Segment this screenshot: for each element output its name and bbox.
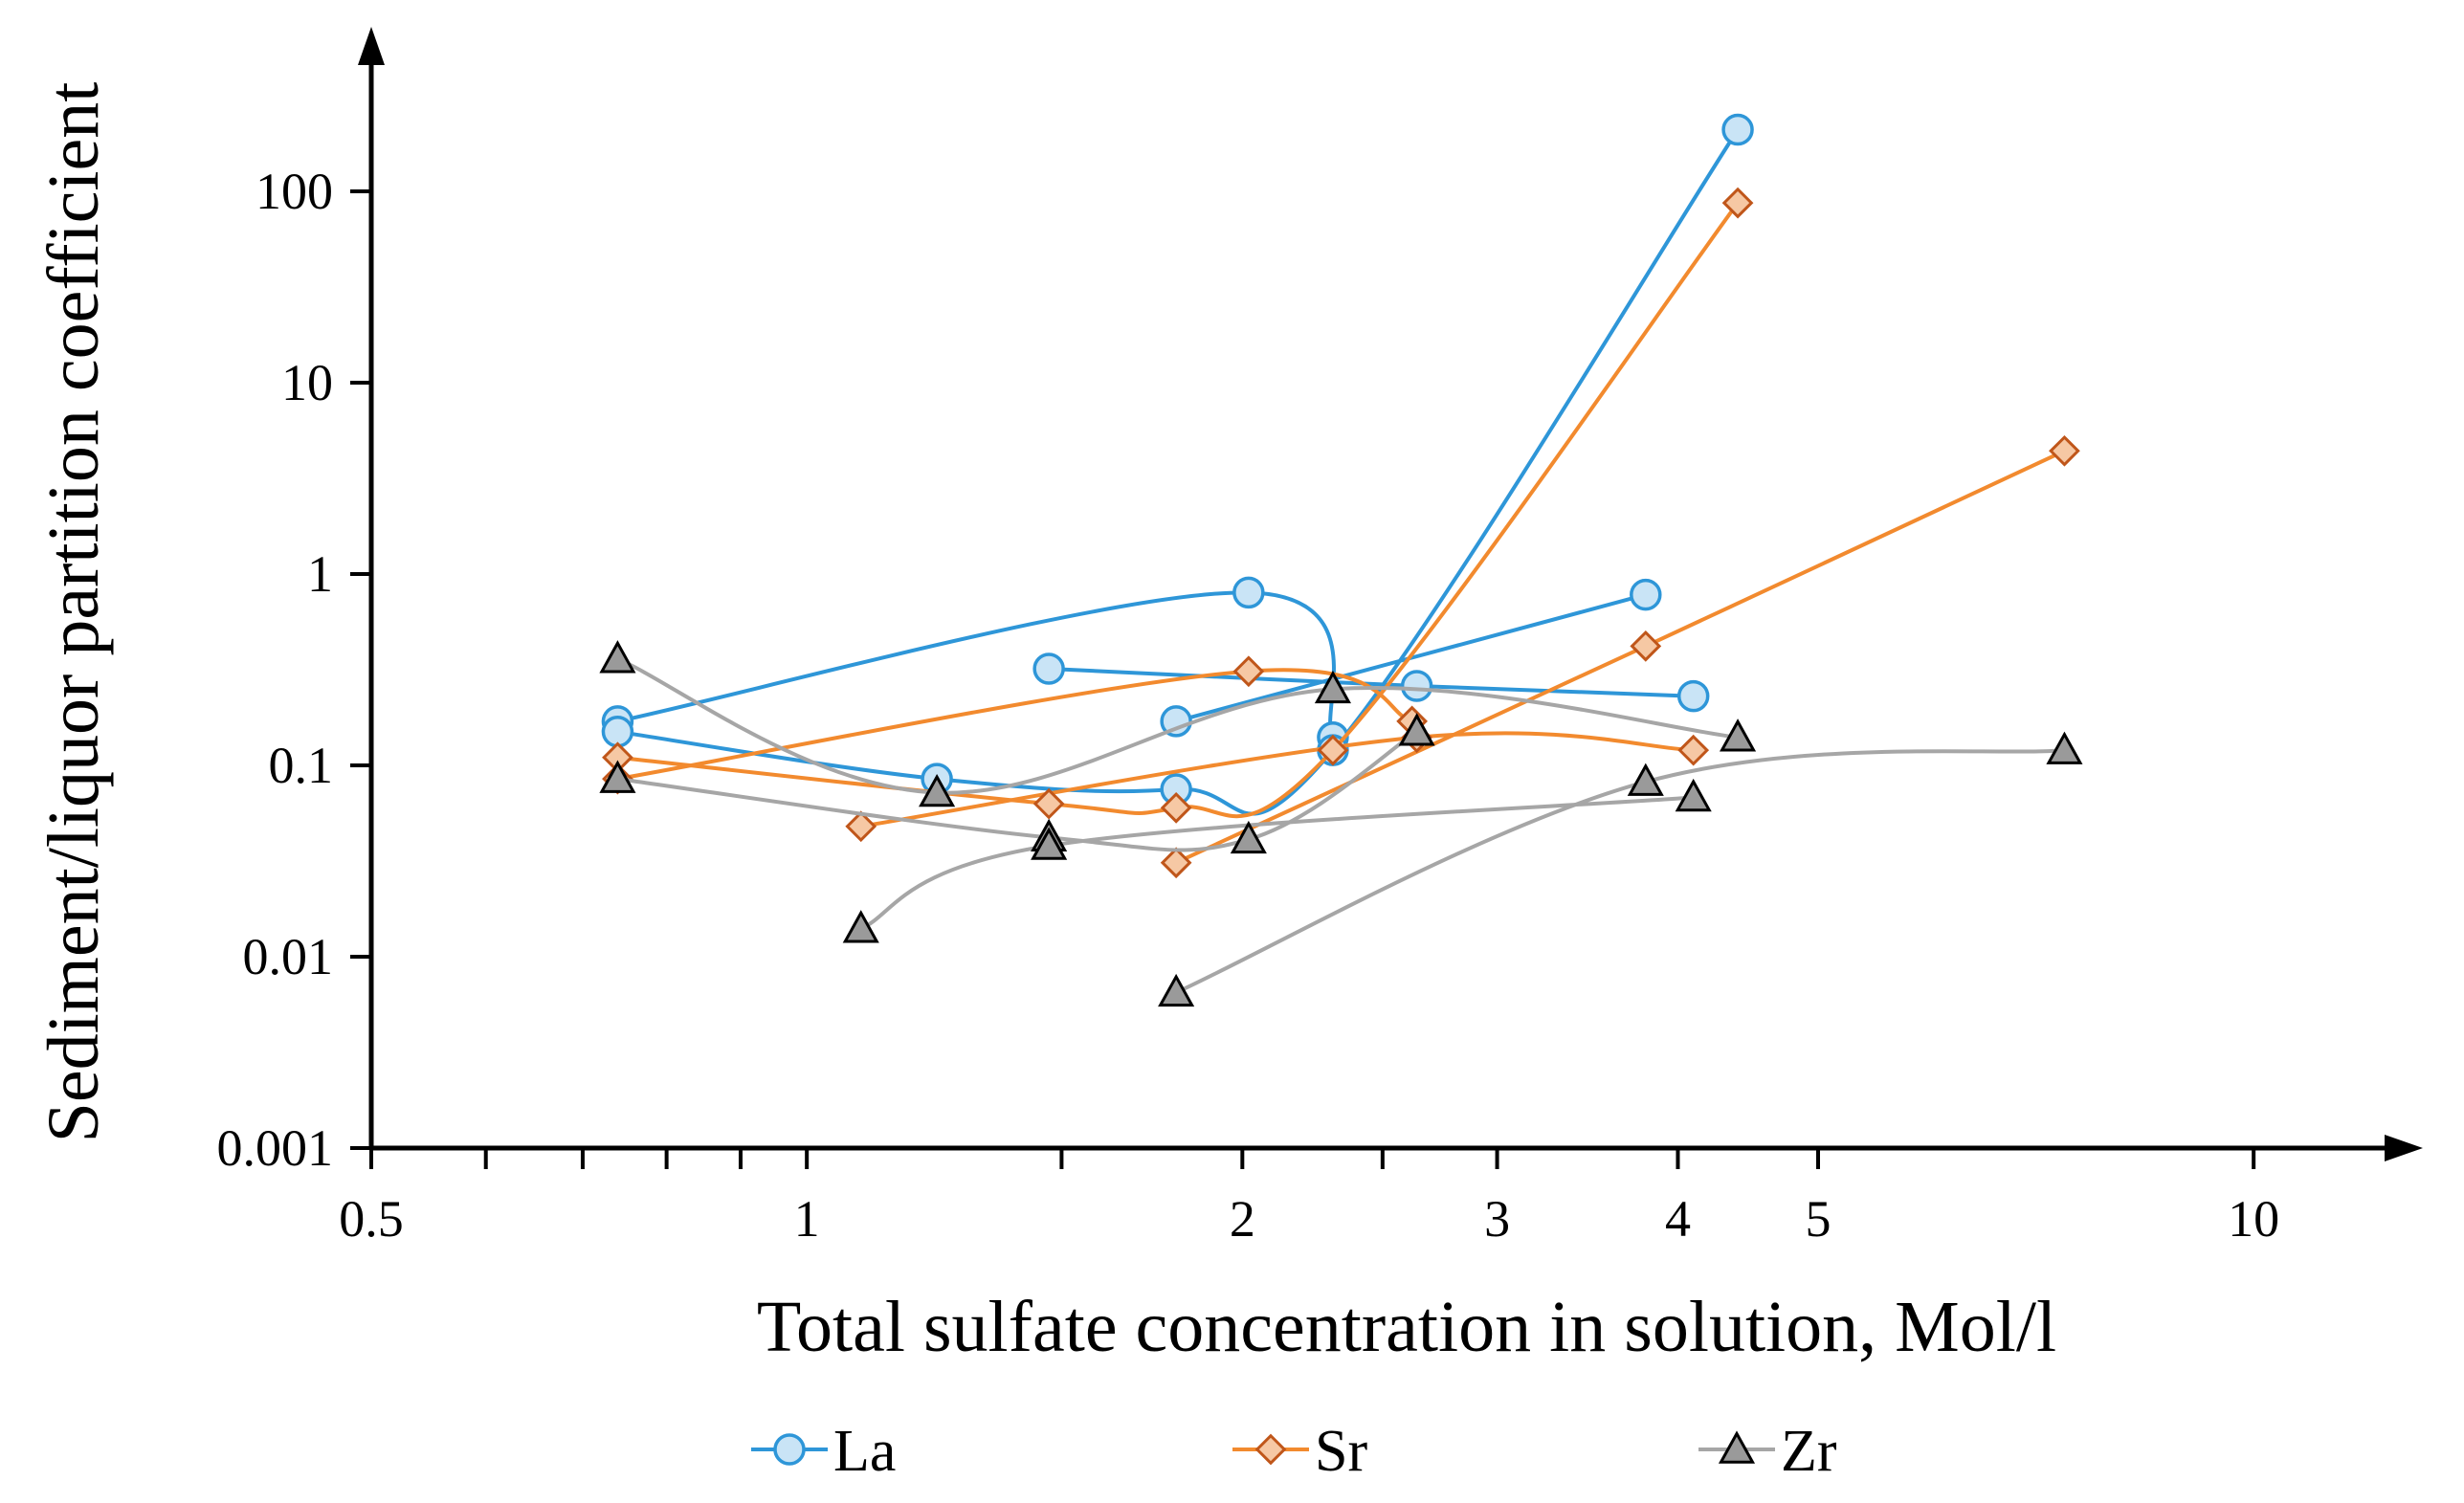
legend-label-Zr: Zr (1781, 1419, 1837, 1484)
series-Zr-line-4 (1175, 748, 2065, 995)
series-Sr (602, 187, 2080, 879)
series-Zr-point-4-1 (1158, 973, 1195, 1007)
series-Zr-point-4-3 (2046, 731, 2083, 764)
series-Zr-point-2-3 (1230, 820, 1267, 854)
legend-marker-Sr (1254, 1433, 1287, 1466)
x-tick-label-10: 10 (2228, 1190, 2279, 1248)
y-axis-title: Sediment/liquor partition coefficient (33, 82, 114, 1143)
series-La-point-3-3 (1676, 679, 1710, 713)
series-Zr-line-2 (617, 730, 1418, 852)
x-tick-label-2: 2 (1230, 1190, 1255, 1248)
series-La-point-3-2 (1400, 670, 1433, 702)
series-Zr-point-2-1 (599, 760, 636, 793)
x-tick-label-4: 4 (1665, 1190, 1691, 1248)
legend-marker-La (773, 1433, 806, 1466)
y-tick-label-100: 100 (255, 163, 333, 220)
y-axis-tick-labels: 0.001 0.01 0.1 1 10 100 (217, 163, 334, 1177)
series-Zr-point-1-2 (919, 773, 956, 807)
series-Zr-point-1-1 (599, 640, 636, 674)
series-Zr-line-3 (859, 795, 1694, 931)
series-Zr-point-3-3 (1675, 778, 1712, 812)
series-Zr-point-1-3 (1314, 670, 1351, 704)
x-tick-label-5: 5 (1806, 1190, 1831, 1248)
series-La-point-2-5 (1721, 113, 1754, 146)
series-Sr-point-2-4 (1317, 734, 1349, 766)
y-axis-arrow (358, 27, 385, 65)
series-Sr-line-3 (860, 731, 1694, 829)
x-tick-label-1: 1 (794, 1190, 820, 1248)
series-La-line-1 (616, 590, 1336, 739)
legend-label-Sr: Sr (1315, 1419, 1367, 1484)
axes (358, 27, 2423, 1161)
series-Zr-point-3-1 (842, 910, 879, 943)
series-Zr-point-1-4 (1720, 718, 1757, 752)
legend-marker-Zr (1718, 1430, 1756, 1464)
x-tick-label-3: 3 (1484, 1190, 1510, 1248)
series-La-point-1-2 (1232, 576, 1265, 609)
x-axis-title: Total sulfate concentration in solution,… (757, 1287, 2056, 1367)
x-axis-tick-labels: 0.5 1 2 3 4 5 10 (339, 1190, 2279, 1248)
y-tick-label-0.01: 0.01 (243, 928, 334, 985)
x-axis-arrow (2385, 1135, 2423, 1161)
series-Sr-point-2-5 (1721, 187, 1754, 219)
series-Sr-point-3-1 (845, 810, 877, 843)
series-Sr-point-2-3 (1160, 791, 1192, 824)
series-layer (599, 113, 2083, 1007)
legend: La Sr Zr (751, 1419, 1837, 1484)
series-Zr-point-3-2 (1031, 827, 1068, 860)
series-Zr (599, 640, 2083, 1007)
series-Sr-point-1-2 (1232, 655, 1265, 688)
y-tick-label-0.001: 0.001 (217, 1119, 334, 1177)
series-La-point-3-1 (1032, 652, 1065, 685)
series-Zr-point-2-4 (1398, 713, 1435, 746)
x-tick-label-0.5: 0.5 (339, 1190, 404, 1248)
y-tick-label-10: 10 (281, 354, 333, 411)
y-axis-ticks (350, 189, 371, 1150)
series-Sr-point-4-1 (1160, 847, 1192, 879)
series-La-line-2 (617, 128, 1740, 816)
series-Sr-point-4-2 (1630, 630, 1662, 662)
series-La (601, 113, 1754, 816)
series-Sr-point-2-2 (1032, 787, 1065, 820)
series-Zr-point-4-2 (1627, 763, 1664, 796)
x-axis-ticks (369, 1148, 2256, 1169)
y-tick-label-1: 1 (307, 545, 333, 603)
legend-label-La: La (833, 1419, 896, 1484)
series-La-point-4-1 (1160, 705, 1192, 738)
series-Zr-line-1 (616, 656, 1739, 795)
y-tick-label-0.1: 0.1 (269, 737, 334, 794)
series-Sr-point-3-3 (1677, 734, 1710, 766)
series-La-point-2-1 (601, 716, 634, 748)
series-La-point-4-2 (1630, 578, 1662, 611)
series-Sr-point-4-3 (2049, 434, 2080, 467)
